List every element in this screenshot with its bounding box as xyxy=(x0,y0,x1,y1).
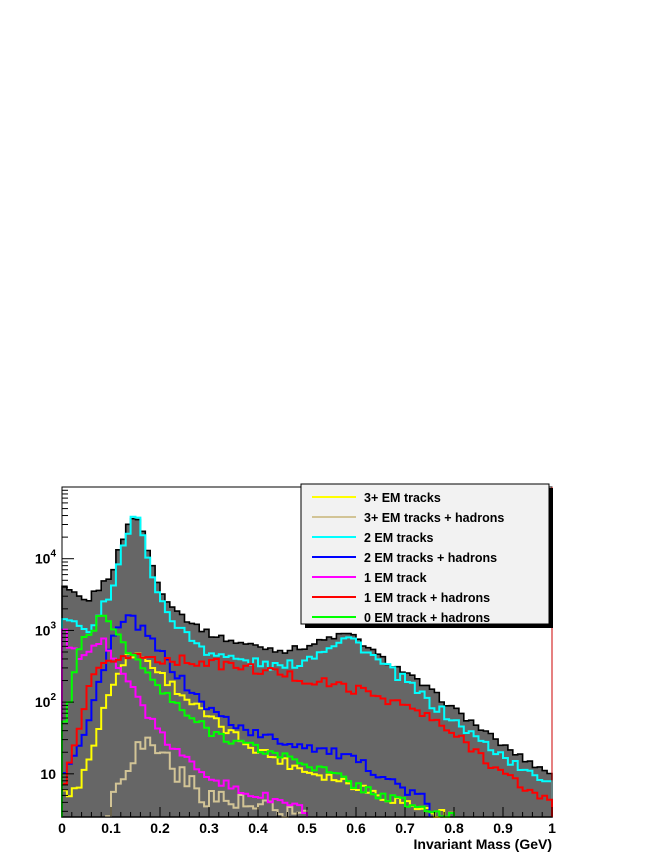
x-tick-label: 0.3 xyxy=(199,820,219,836)
y-tick-label: 102 xyxy=(35,692,57,710)
y-axis-ticks: 10 102 103 104 xyxy=(35,486,74,812)
series-line-3 xyxy=(61,515,553,817)
x-tick-label: 0.1 xyxy=(101,820,121,836)
x-axis-title: Invariant Mass (GeV) xyxy=(414,836,553,852)
total-histogram xyxy=(61,517,553,818)
y-tick-label: 104 xyxy=(35,549,57,567)
legend-label-5: 1 EM track xyxy=(364,571,427,585)
series-line-4 xyxy=(61,614,431,817)
x-tick-label: 0.6 xyxy=(346,820,366,836)
legend-entries: 3+ EM tracks 3+ EM tracks + hadrons 2 EM t… xyxy=(312,491,504,625)
legend-label-7: 0 EM track + hadrons xyxy=(364,611,490,625)
legend-label-4: 2 EM tracks + hadrons xyxy=(364,551,497,565)
legend: 3+ EM tracks 3+ EM tracks + hadrons 2 EM t… xyxy=(300,483,553,628)
y-tick-label: 10 xyxy=(40,766,56,782)
x-tick-label: 0.8 xyxy=(444,820,464,836)
series-line-6 xyxy=(61,652,553,817)
legend-box xyxy=(300,483,550,625)
legend-label-6: 1 EM track + hadrons xyxy=(364,591,490,605)
x-tick-label: 0.7 xyxy=(395,820,415,836)
legend-label-2: 3+ EM tracks + hadrons xyxy=(364,511,504,525)
series-line-7 xyxy=(61,614,455,818)
x-tick-label: 0.9 xyxy=(493,820,513,836)
series-line-5 xyxy=(61,628,308,817)
legend-label-3: 2 EM tracks xyxy=(364,531,434,545)
legend-label-1: 3+ EM tracks xyxy=(364,491,441,505)
series-layer xyxy=(61,515,553,818)
x-tick-label: 1 xyxy=(548,820,556,836)
x-tick-label: 0.2 xyxy=(150,820,170,836)
x-tick-label: 0.5 xyxy=(297,820,317,836)
x-axis-ticks: 0 0.1 0.2 0.3 0.4 0.5 0.6 0.7 0.8 0.9 1 xyxy=(58,807,556,836)
total-histogram-layer xyxy=(61,517,553,818)
series-line-2 xyxy=(105,736,308,818)
x-tick-label: 0 xyxy=(58,820,66,836)
y-tick-label: 103 xyxy=(35,620,57,638)
x-tick-label: 0.4 xyxy=(248,820,268,836)
